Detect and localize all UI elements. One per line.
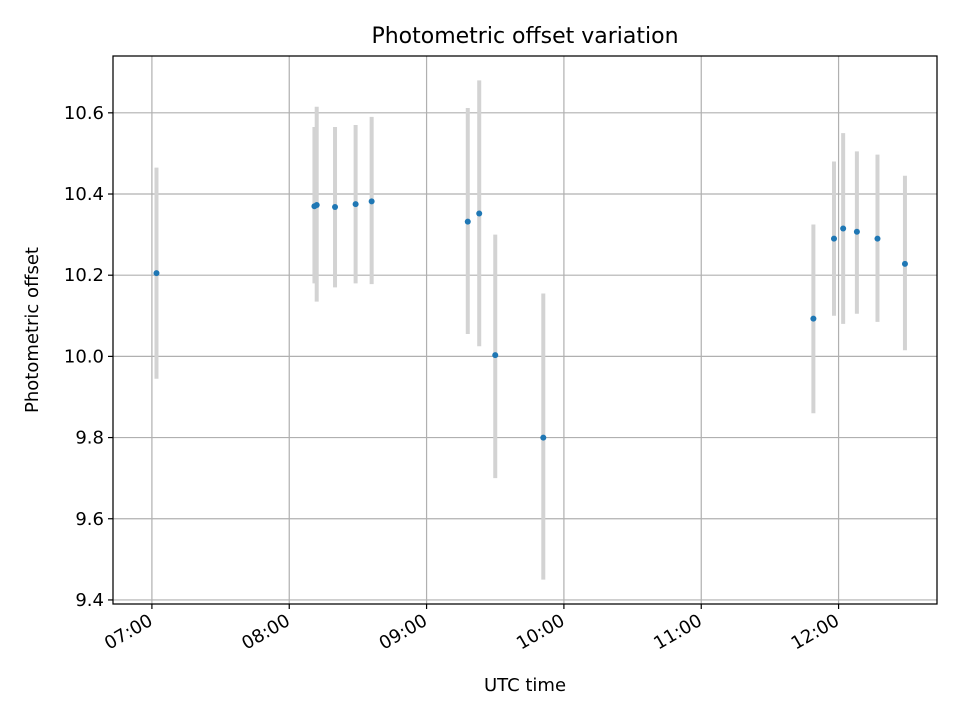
y-tick-label: 9.8 xyxy=(75,428,104,449)
data-points xyxy=(153,198,908,441)
plot-frame xyxy=(112,55,938,605)
y-tick-label: 10.2 xyxy=(64,265,104,286)
data-point xyxy=(368,198,375,205)
y-tick-label: 10.6 xyxy=(64,103,104,124)
data-point xyxy=(352,201,359,208)
data-point xyxy=(831,235,837,242)
y-tick-label: 9.6 xyxy=(75,509,104,530)
y-tick-label: 10.4 xyxy=(64,184,104,205)
grid xyxy=(113,56,937,604)
y-tick-label: 10.0 xyxy=(64,346,104,367)
data-point xyxy=(332,204,339,211)
y-axis-label: Photometric offset xyxy=(22,247,43,413)
data-point xyxy=(853,228,860,235)
data-point xyxy=(840,225,847,232)
data-point xyxy=(464,218,471,225)
y-tick-label: 9.4 xyxy=(75,590,104,611)
data-point xyxy=(153,270,160,277)
data-point xyxy=(313,201,320,208)
chart-title: Photometric offset variation xyxy=(371,24,678,49)
data-point xyxy=(492,352,499,359)
data-point xyxy=(540,434,547,441)
data-point xyxy=(810,315,817,322)
x-axis-label: UTC time xyxy=(484,675,566,696)
data-point xyxy=(901,260,908,267)
data-point xyxy=(476,210,483,217)
data-point xyxy=(874,235,881,242)
